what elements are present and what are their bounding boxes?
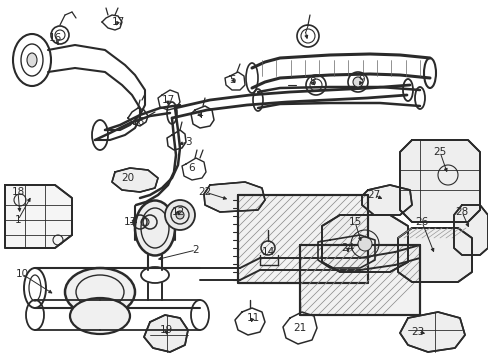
Polygon shape [143, 315, 187, 352]
Text: 22: 22 [198, 187, 211, 197]
Text: 14: 14 [261, 247, 274, 257]
Text: 21: 21 [293, 323, 306, 333]
Polygon shape [321, 215, 407, 272]
Ellipse shape [176, 211, 183, 219]
Polygon shape [203, 182, 264, 212]
Text: 4: 4 [196, 110, 203, 120]
Text: 8: 8 [309, 77, 316, 87]
Text: 26: 26 [414, 217, 428, 227]
Text: 7: 7 [301, 25, 307, 35]
Polygon shape [112, 168, 158, 192]
Text: 17: 17 [111, 17, 124, 27]
Text: 20: 20 [121, 173, 134, 183]
Text: 3: 3 [184, 137, 191, 147]
Ellipse shape [357, 237, 371, 251]
Polygon shape [5, 185, 72, 248]
Polygon shape [361, 185, 411, 215]
Text: 11: 11 [246, 313, 259, 323]
Ellipse shape [27, 53, 37, 67]
Ellipse shape [164, 200, 195, 230]
Ellipse shape [352, 77, 362, 87]
Text: 17: 17 [161, 95, 174, 105]
Polygon shape [453, 205, 487, 255]
Text: 18: 18 [11, 187, 24, 197]
Text: 23: 23 [410, 327, 424, 337]
Polygon shape [399, 312, 464, 352]
Text: 24: 24 [341, 243, 354, 253]
Ellipse shape [70, 298, 130, 334]
Text: 27: 27 [366, 190, 380, 200]
Text: 16: 16 [48, 33, 61, 43]
Polygon shape [397, 228, 471, 282]
Polygon shape [299, 245, 419, 315]
Ellipse shape [135, 201, 175, 256]
Polygon shape [399, 140, 479, 222]
Text: 9: 9 [358, 75, 365, 85]
Text: 6: 6 [188, 163, 195, 173]
Polygon shape [238, 195, 367, 283]
Text: 13: 13 [123, 217, 136, 227]
Text: 5: 5 [229, 75, 236, 85]
Text: 2: 2 [192, 245, 199, 255]
Text: 28: 28 [454, 207, 468, 217]
Text: 16: 16 [131, 117, 144, 127]
Text: 19: 19 [159, 325, 172, 335]
Text: 12: 12 [171, 207, 184, 217]
Text: 15: 15 [347, 217, 361, 227]
Ellipse shape [65, 268, 135, 316]
Text: 1: 1 [15, 215, 21, 225]
Text: 25: 25 [432, 147, 446, 157]
Text: 10: 10 [16, 269, 28, 279]
